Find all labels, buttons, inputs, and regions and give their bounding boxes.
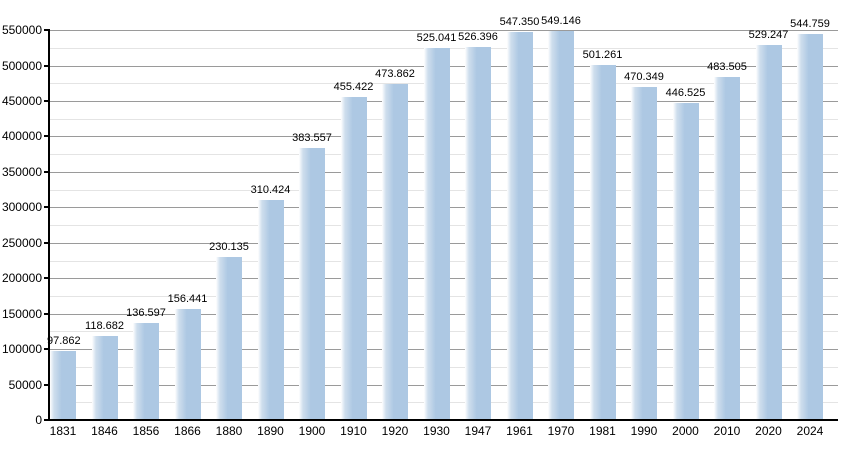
y-tick-label: 50000: [8, 377, 42, 392]
bar: [423, 47, 450, 420]
bar: [465, 46, 491, 420]
x-tick-label: 1856: [132, 424, 160, 438]
y-axis-tick: [44, 99, 50, 102]
y-axis-tick: [44, 135, 50, 138]
bar: [340, 97, 367, 420]
bar-value-label: 525.041: [416, 31, 457, 44]
bar-value-label: 526.396: [458, 30, 498, 43]
x-tick-label: 2020: [755, 424, 782, 438]
bar-value-label: 156.441: [167, 293, 208, 306]
y-axis-tick: [44, 29, 50, 31]
bar: [631, 86, 657, 420]
bar-value-label: 473.862: [375, 68, 415, 80]
x-tick-label: 1900: [298, 424, 326, 438]
y-axis-tick: [44, 277, 50, 280]
bar-value-label: 501.261: [582, 48, 623, 61]
x-tick-label: 1930: [423, 424, 450, 438]
x-tick-label: 1920: [381, 424, 409, 438]
bar: [548, 30, 574, 420]
y-tick-label: 450000: [1, 93, 42, 108]
x-tick-label: 1890: [257, 424, 284, 438]
bar-value-label: 383.557: [292, 132, 332, 144]
bar-value-label: 446.525: [665, 87, 706, 100]
y-axis-tick: [44, 312, 50, 315]
bar-value-label: 310.424: [250, 183, 291, 196]
y-tick-label: 350000: [1, 164, 42, 179]
x-tick-label: 1981: [589, 424, 616, 438]
x-tick-label: 1970: [547, 424, 575, 438]
bar: [91, 335, 118, 420]
bar: [50, 350, 76, 420]
y-axis-line: [48, 30, 50, 421]
y-tick-label: 200000: [1, 271, 42, 286]
bar-value-label: 118.682: [85, 319, 124, 332]
bar: [299, 148, 325, 420]
y-tick-label: 550000: [1, 23, 42, 37]
x-tick-label: 2024: [796, 424, 824, 438]
bar-value-label: 470.349: [624, 70, 664, 83]
y-tick-label: 0: [35, 413, 42, 427]
bar-value-label: 483.505: [707, 61, 747, 74]
y-axis-tick: [44, 64, 50, 67]
bar: [506, 31, 533, 420]
y-tick-label: 250000: [1, 235, 42, 250]
bar-value-label: 544.759: [790, 17, 830, 30]
x-tick-label: 1880: [215, 424, 243, 438]
y-axis-tick: [44, 383, 50, 386]
bar: [174, 309, 201, 420]
bar-value-label: 455.422: [333, 81, 374, 94]
bar-value-label: 549.146: [541, 14, 581, 27]
bar-value-label: 547.350: [499, 15, 540, 28]
bar: [714, 77, 740, 420]
x-tick-label: 2000: [672, 424, 699, 438]
y-tick-label: 500000: [1, 58, 42, 73]
y-axis-tick: [44, 348, 50, 351]
y-axis-tick: [44, 206, 50, 209]
y-axis-tick: [44, 170, 50, 173]
x-tick-label: 1947: [464, 424, 492, 438]
bar: [133, 323, 159, 420]
x-axis-line: [48, 419, 838, 421]
y-axis-tick: [44, 419, 50, 421]
bar: [257, 199, 284, 420]
y-axis-tick: [44, 241, 50, 244]
y-tick-label: 400000: [1, 129, 42, 144]
bar: [382, 84, 408, 420]
bar-value-label: 230.135: [209, 240, 249, 253]
x-tick-label: 1846: [91, 424, 118, 438]
bar: [672, 103, 699, 420]
bar: [755, 44, 782, 420]
gridline-major: [50, 30, 838, 31]
x-tick-label: 1831: [49, 424, 77, 438]
x-tick-label: 2010: [713, 424, 741, 438]
bar-value-label: 529.247: [748, 28, 789, 41]
y-tick-label: 100000: [1, 342, 42, 357]
y-tick-label: 150000: [1, 306, 42, 321]
x-tick-label: 1961: [506, 424, 533, 438]
x-tick-label: 1990: [630, 424, 658, 438]
bar: [216, 256, 242, 420]
bar-value-label: 97.862: [47, 334, 81, 347]
y-tick-label: 300000: [1, 200, 42, 215]
bar-value-label: 136.597: [126, 307, 166, 320]
x-tick-label: 1910: [340, 424, 367, 438]
x-tick-label: 1866: [174, 424, 201, 438]
bar: [797, 33, 823, 420]
bar: [589, 64, 616, 420]
